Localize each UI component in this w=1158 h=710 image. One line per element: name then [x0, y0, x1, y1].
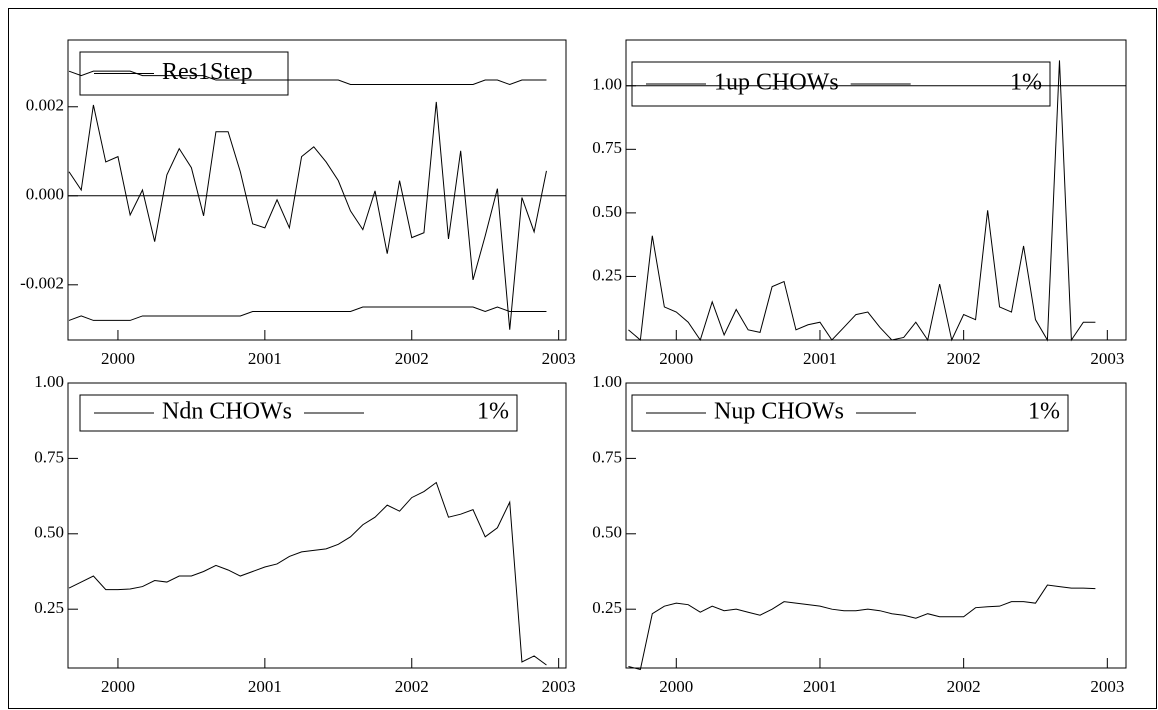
plot-frame	[67, 382, 567, 669]
y-tick-label: 0.75	[592, 138, 622, 157]
legend-box	[631, 61, 1051, 107]
y-tick-label: 0.50	[592, 523, 622, 542]
legend-box	[79, 394, 518, 432]
legend-label: 1%	[477, 399, 509, 425]
x-tick-label: 2002	[947, 677, 981, 696]
x-tick-label: 2003	[542, 349, 576, 368]
y-tick-label: 0.25	[592, 598, 622, 617]
y-tick-label: 0.75	[34, 447, 64, 466]
plot-frame	[67, 39, 567, 341]
plot-frame	[625, 39, 1127, 341]
legend-label: 1up CHOWs	[714, 70, 839, 96]
legend-label: 1%	[1028, 399, 1060, 425]
series-line	[68, 101, 547, 330]
y-tick-label: 1.00	[34, 372, 64, 391]
plot-frame	[625, 382, 1127, 669]
x-tick-label: 2001	[248, 349, 282, 368]
legend-label: Res1Step	[162, 59, 253, 85]
x-tick-label: 2000	[101, 349, 135, 368]
y-tick-label: 1.00	[592, 372, 622, 391]
y-tick-label: 1.00	[592, 75, 622, 94]
x-tick-label: 2001	[803, 677, 837, 696]
y-tick-label: 0.25	[34, 598, 64, 617]
y-tick-label: -0.002	[20, 274, 64, 293]
y-tick-label: 0.25	[592, 265, 622, 284]
legend-label: Ndn CHOWs	[162, 399, 292, 425]
series-line	[628, 60, 1096, 342]
series-line	[68, 481, 547, 666]
series-line	[68, 306, 547, 321]
y-tick-label: 0.50	[592, 202, 622, 221]
x-tick-label: 2002	[395, 349, 429, 368]
x-tick-label: 2002	[395, 677, 429, 696]
x-tick-label: 2000	[659, 349, 693, 368]
legend-box	[79, 51, 289, 96]
outer-frame	[8, 8, 1157, 709]
legend-box	[631, 394, 1069, 432]
y-tick-label: 0.000	[26, 185, 64, 204]
y-tick-label: 0.50	[34, 523, 64, 542]
y-tick-label: 0.75	[592, 447, 622, 466]
series-line	[628, 584, 1096, 671]
x-tick-label: 2001	[248, 677, 282, 696]
y-tick-label: 0.002	[26, 96, 64, 115]
x-tick-label: 2003	[1090, 349, 1124, 368]
x-tick-label: 2003	[542, 677, 576, 696]
x-tick-label: 2001	[803, 349, 837, 368]
x-tick-label: 2003	[1090, 677, 1124, 696]
x-tick-label: 2000	[659, 677, 693, 696]
legend-label: 1%	[1010, 70, 1042, 96]
x-tick-label: 2002	[947, 349, 981, 368]
legend-label: Nup CHOWs	[714, 399, 844, 425]
x-tick-label: 2000	[101, 677, 135, 696]
series-line	[68, 70, 547, 86]
